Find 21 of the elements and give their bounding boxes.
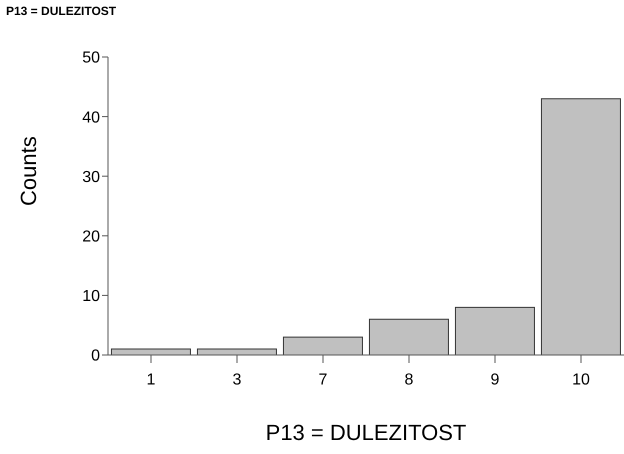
bar	[540, 98, 621, 355]
x-tick-label: 8	[404, 371, 414, 388]
y-tick-label: 20	[82, 228, 100, 246]
bar	[454, 306, 535, 355]
y-tick-label: 50	[82, 50, 100, 67]
bar	[110, 348, 191, 355]
y-tick-label: 10	[82, 288, 100, 306]
x-tick-label: 7	[318, 371, 328, 388]
y-tick-label: 0	[91, 348, 100, 365]
bar	[368, 318, 449, 355]
x-axis-title: P13 = DULEZITOST	[266, 420, 466, 445]
x-tick-label: 1	[146, 371, 156, 388]
y-tick-label: 30	[82, 168, 100, 186]
bar	[196, 348, 277, 355]
x-tick-label: 10	[572, 371, 590, 388]
y-tick-label: 40	[82, 109, 100, 126]
x-tick-label: 9	[490, 371, 500, 388]
chart-title: P13 = DULEZITOST	[6, 4, 116, 18]
x-tick-label: 3	[232, 371, 242, 388]
y-axis-title: Counts	[16, 136, 41, 206]
bar	[282, 336, 363, 355]
